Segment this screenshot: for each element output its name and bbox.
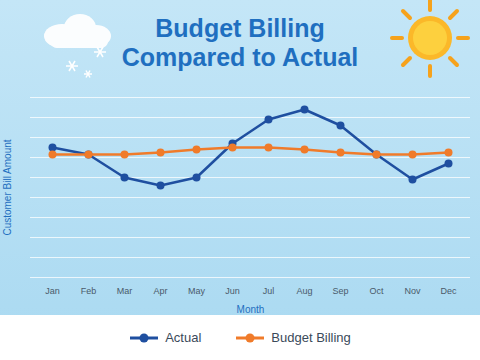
svg-text:Apr: Apr [153, 286, 167, 296]
html-text:Actual: Actual [165, 330, 202, 345]
svg-text:May: May [188, 286, 206, 296]
html-text:Budget Billing: Budget Billing [271, 330, 351, 345]
svg-text:Oct: Oct [369, 286, 384, 296]
svg-text:Sep: Sep [332, 286, 348, 296]
svg-text:Dec: Dec [440, 286, 457, 296]
svg-text:Jul: Jul [263, 286, 275, 296]
svg-text:Jun: Jun [225, 286, 240, 296]
svg-text:Month: Month [237, 304, 265, 315]
svg-text:Jan: Jan [45, 286, 60, 296]
svg-text:Feb: Feb [81, 286, 97, 296]
svg-text:Mar: Mar [117, 286, 133, 296]
svg-text:Nov: Nov [404, 286, 421, 296]
svg-text:Aug: Aug [296, 286, 312, 296]
html-text:Budget Billing Compared to Act: Budget Billing Compared to Actual [121, 14, 359, 71]
svg-text:Customer Bill Amount: Customer Bill Amount [2, 139, 13, 235]
